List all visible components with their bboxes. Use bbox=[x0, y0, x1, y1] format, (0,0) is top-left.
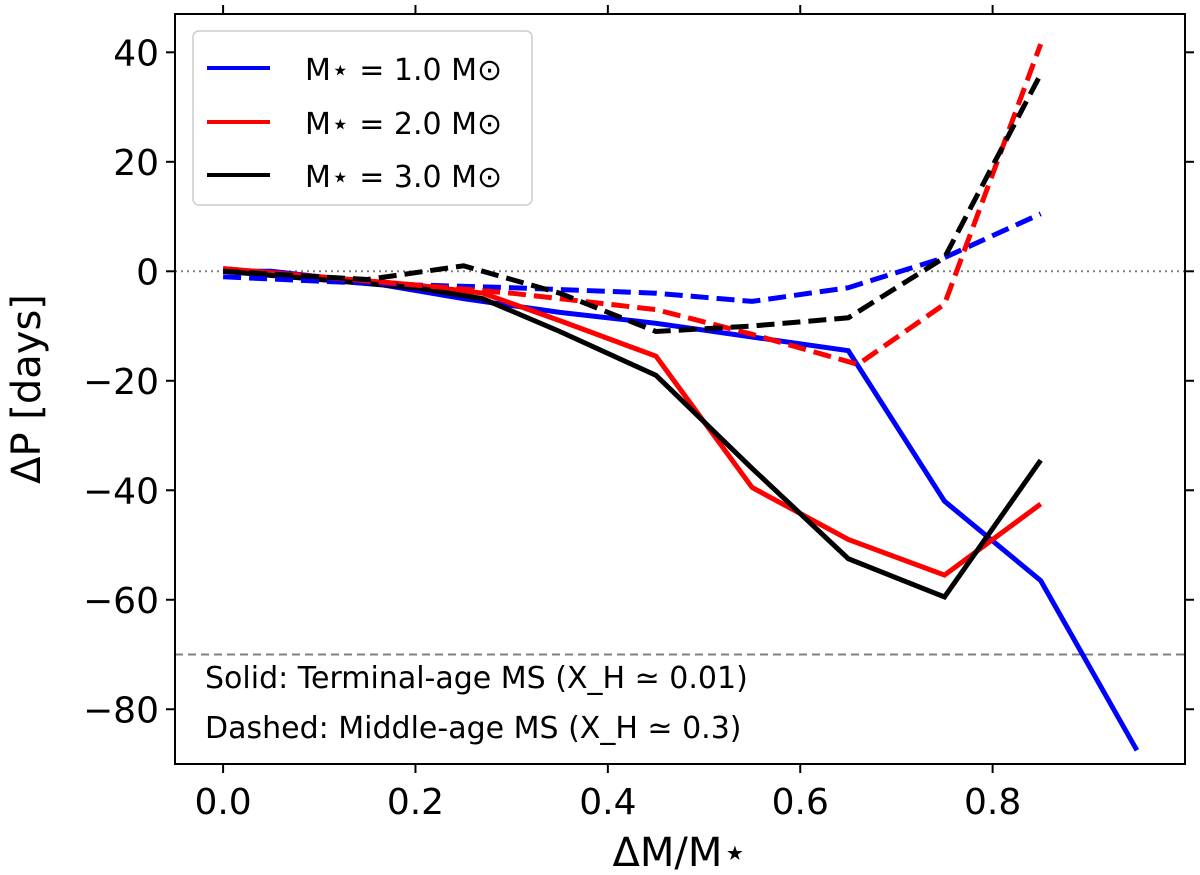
x-tick-label: 0.4 bbox=[579, 782, 636, 823]
y-axis-ticks: −80 −60 −40 −20 0 20 40 bbox=[83, 33, 1194, 731]
x-tick-label: 0.2 bbox=[387, 782, 444, 823]
y-tick-label: −40 bbox=[83, 471, 159, 512]
y-tick-label: 0 bbox=[136, 252, 159, 293]
y-tick-label: 20 bbox=[113, 143, 159, 184]
x-tick-label: 0.8 bbox=[964, 782, 1021, 823]
series-line-3-0-dashed bbox=[222, 73, 1043, 335]
y-tick-label: −20 bbox=[83, 362, 159, 403]
legend-label-3: M⋆ = 3.0 M⊙ bbox=[305, 160, 502, 195]
annotation-dashed: Dashed: Middle-age MS (X_H ≃ 0.3) bbox=[205, 711, 742, 746]
y-tick-label: 40 bbox=[113, 33, 159, 74]
y-tick-label: −60 bbox=[83, 581, 159, 622]
legend: M⋆ = 1.0 M⊙ M⋆ = 2.0 M⊙ M⋆ = 3.0 M⊙ bbox=[192, 30, 533, 206]
legend-label-1: M⋆ = 1.0 M⊙ bbox=[305, 53, 502, 88]
series-layer bbox=[222, 43, 1140, 752]
x-axis-ticks: 0.0 0.2 0.4 0.6 0.8 bbox=[194, 5, 1021, 823]
reference-lines bbox=[175, 270, 1185, 656]
plot-frame bbox=[174, 13, 1186, 765]
series-line-1-0-dashed bbox=[222, 211, 1042, 304]
x-axis-label: ΔM/M⋆ bbox=[613, 830, 748, 875]
legend-label-2: M⋆ = 2.0 M⊙ bbox=[305, 107, 502, 142]
annotation-solid: Solid: Terminal-age MS (X_H ≃ 0.01) bbox=[205, 661, 748, 696]
y-tick-label: −80 bbox=[83, 690, 159, 731]
x-tick-label: 0.0 bbox=[194, 782, 251, 823]
x-tick-label: 0.6 bbox=[772, 782, 829, 823]
legend-box bbox=[192, 30, 533, 206]
y-axis-label: ΔP [days] bbox=[4, 294, 50, 484]
series-line-2-0-solid bbox=[222, 266, 1043, 578]
series-line-2-0-dashed bbox=[222, 43, 1044, 368]
